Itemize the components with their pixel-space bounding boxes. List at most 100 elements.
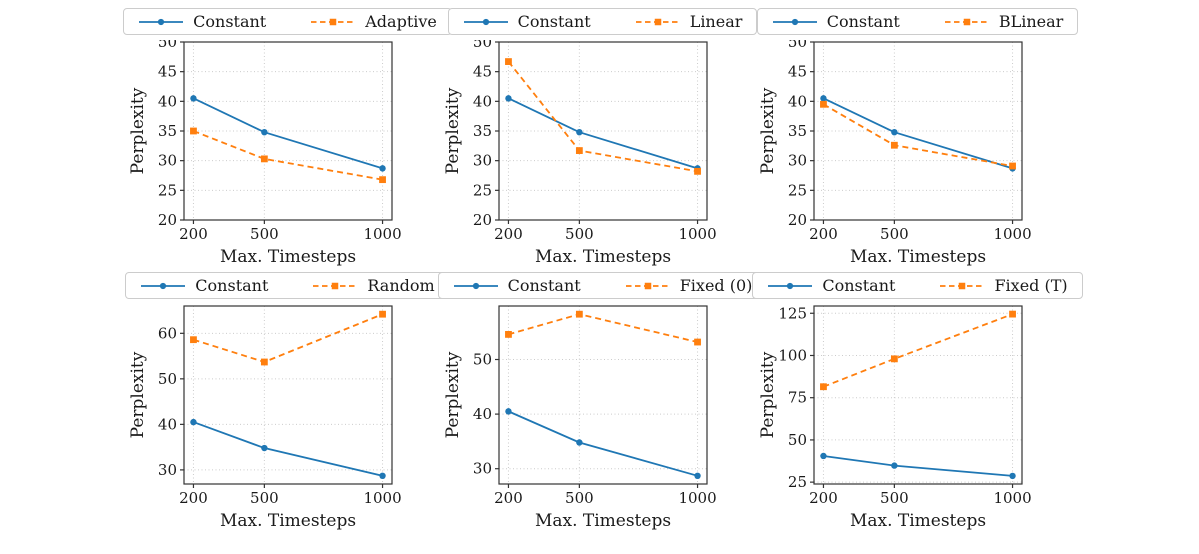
y-tick-label: 20 (473, 211, 492, 229)
y-tick-label: 25 (158, 181, 177, 199)
data-point-constant (1009, 472, 1016, 480)
x-axis-label: Max. Timesteps (850, 511, 986, 531)
data-point-fixed-t (890, 355, 898, 363)
y-tick-label: 40 (473, 405, 492, 423)
plot-area: 200 500 1000 30 40 50 60 Max. Timesteps Perplexi… (130, 305, 402, 531)
plot-area: 200 500 1000 20 25 30 35 40 45 50 Max. Timesteps Pe… (445, 40, 717, 267)
legend-label-fixed-t: Fixed (T) (994, 275, 1068, 295)
x-tick-label: 500 (565, 225, 594, 243)
series-line-constant (508, 410, 698, 477)
y-axis-label: Perplexity (130, 351, 148, 438)
legend-label-constant: Constant (193, 11, 267, 31)
data-point-adaptive (260, 155, 268, 163)
x-axis-label: Max. Timesteps (850, 247, 986, 267)
chart-constant-vs-fixed-t: Constant Fixed (T) 200 500 1000 25 50 75 100 125… (752, 272, 1083, 532)
x-tick-label: 1000 (993, 489, 1031, 507)
x-axis-label: Max. Timesteps (535, 247, 671, 267)
data-point-blinear (1009, 162, 1016, 170)
data-point-constant (261, 444, 268, 452)
legend: Constant Adaptive (123, 8, 452, 35)
axes-border (498, 305, 708, 485)
y-tick-label: 50 (158, 370, 177, 388)
legend-item-fixed-t: Fixed (T) (939, 275, 1068, 295)
series-line-constant (508, 97, 698, 170)
legend-label-constant: Constant (517, 11, 591, 31)
legend: Constant Random (125, 272, 450, 299)
data-point-constant (505, 95, 512, 102)
x-tick-label: 500 (565, 489, 594, 507)
chart-constant-vs-fixed-0: Constant Fixed (0) 200 500 1000 30 40 50 Max. T… (437, 272, 768, 532)
plot-area: 200 500 1000 30 40 50 Max. Timesteps Perplexity (445, 305, 717, 531)
x-tick-label: 200 (179, 489, 208, 507)
data-point-fixed-0 (505, 330, 512, 338)
legend-label-linear: Linear (689, 11, 743, 31)
y-tick-label: 30 (788, 152, 807, 170)
x-tick-label: 200 (179, 225, 208, 243)
y-axis-label: Perplexity (130, 87, 148, 174)
y-axis-label: Perplexity (445, 87, 463, 174)
y-tick-label: 25 (788, 473, 807, 491)
series-line-constant (823, 455, 1013, 477)
solid-line-circle-sample-icon (139, 18, 184, 25)
y-axis-label: Perplexity (760, 87, 778, 174)
data-point-constant (379, 165, 386, 172)
axes-border (183, 305, 393, 485)
data-point-random (379, 310, 386, 318)
y-tick-label: 40 (788, 92, 807, 110)
data-point-constant (820, 95, 827, 102)
series-line-fixed-0 (508, 313, 698, 343)
x-tick-label: 1000 (678, 225, 716, 243)
y-tick-label: 45 (158, 63, 177, 81)
data-point-fixed-0 (694, 338, 701, 346)
data-point-constant (891, 128, 898, 136)
y-axis-label: Perplexity (760, 351, 778, 438)
legend-item-fixed-0: Fixed (0) (625, 275, 753, 295)
legend-label-constant: Constant (195, 275, 269, 295)
series-line-constant (193, 97, 383, 170)
data-point-blinear (890, 141, 898, 149)
legend: Constant Fixed (0) (437, 272, 768, 299)
y-axis-label: Perplexity (445, 351, 463, 438)
series-line-blinear (822, 103, 1013, 167)
y-tick-label: 35 (158, 122, 177, 140)
plot-area: 200 500 1000 20 25 30 35 40 45 50 Max. Timesteps Pe… (760, 40, 1032, 267)
legend-item-linear: Linear (635, 11, 743, 31)
data-point-constant (820, 452, 827, 460)
solid-line-circle-sample-icon (453, 282, 498, 289)
x-axis-label: Max. Timesteps (535, 511, 671, 531)
legend-label-fixed-0: Fixed (0) (679, 275, 753, 295)
solid-line-circle-sample-icon (141, 282, 186, 289)
data-point-adaptive (379, 176, 386, 184)
legend-label-constant: Constant (822, 275, 896, 295)
chart-row-top: Constant Adaptive 200 500 1000 20 25 30 35 40 45 5… (123, 8, 1079, 268)
data-point-constant (505, 408, 512, 415)
x-tick-label: 500 (250, 489, 279, 507)
x-tick-label: 200 (494, 225, 523, 243)
data-point-fixed-0 (575, 310, 583, 318)
chart-constant-vs-random: Constant Random 200 500 1000 30 40 50 60 Max. Ti… (125, 272, 450, 532)
legend-item-blinear: BLinear (944, 11, 1064, 31)
data-point-linear (575, 147, 583, 154)
legend-item-constant: Constant (767, 275, 896, 295)
data-point-random (190, 336, 197, 344)
y-tick-label: 50 (788, 40, 807, 51)
legend-label-blinear: BLinear (998, 11, 1064, 31)
y-tick-label: 45 (473, 63, 492, 81)
plot-area: 200 500 1000 25 50 75 100 125 Max. Timesteps Perp… (760, 304, 1032, 531)
data-point-linear (505, 58, 512, 65)
axes-border (813, 41, 1023, 221)
solid-line-circle-sample-icon (463, 18, 508, 25)
y-tick-label: 35 (473, 122, 492, 140)
data-point-constant (190, 95, 197, 102)
data-point-adaptive (190, 127, 197, 135)
legend: Constant BLinear (756, 8, 1079, 35)
legend-label-constant: Constant (507, 275, 581, 295)
x-tick-label: 500 (250, 225, 279, 243)
y-tick-label: 50 (473, 40, 492, 51)
dashed-line-square-sample-icon (940, 282, 985, 289)
y-tick-label: 75 (788, 389, 807, 407)
y-tick-label: 50 (788, 431, 807, 449)
y-tick-label: 100 (778, 346, 807, 364)
x-tick-label: 1000 (363, 225, 401, 243)
